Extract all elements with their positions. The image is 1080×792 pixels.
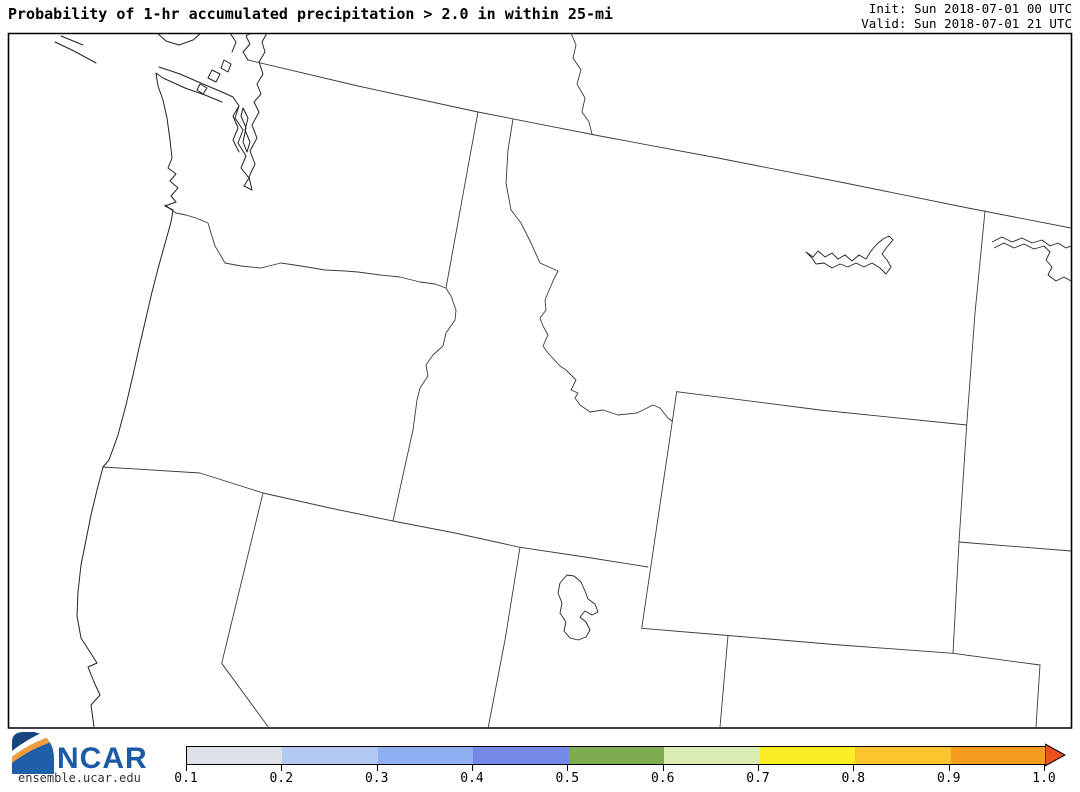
site-url: ensemble.ucar.edu — [18, 771, 141, 785]
colorbar-segment — [187, 747, 283, 764]
ncar-logo-icon — [12, 732, 54, 774]
colorbar-tick — [758, 765, 759, 771]
colorbar-tick — [376, 765, 378, 771]
border-co-east — [1036, 665, 1040, 727]
border-ut-co — [720, 636, 728, 728]
border-or-id — [393, 288, 456, 521]
colorbar-segment — [282, 747, 378, 764]
lake-sakakawea — [992, 237, 1071, 281]
border-wa-or — [165, 205, 446, 288]
colorbar-tick-label: 0.1 — [174, 771, 198, 786]
colorbar-tick-label: 1.0 — [1032, 771, 1056, 786]
colorbar-tick — [281, 765, 283, 771]
colorbar-segment — [759, 747, 856, 764]
run-timestamps: Init: Sun 2018-07-01 00 UTC Valid: Sun 2… — [861, 1, 1072, 31]
colorbar-tick — [567, 765, 569, 771]
border-canada-us — [248, 60, 1071, 228]
border-meridian-104w — [953, 211, 985, 653]
border-sd-ne — [959, 542, 1071, 551]
vancouver-island-coast — [55, 33, 201, 63]
colorbar-ticks: 0.1 0.2 0.3 0.4 0.5 0.6 0.7 0.8 0.9 1.0 — [174, 765, 1056, 789]
colorbar-segment — [377, 747, 474, 764]
ncar-logo-text: NCAR — [57, 742, 148, 775]
colorbar-tick-label: 0.2 — [269, 771, 294, 786]
colorbar-tick — [472, 765, 473, 771]
whidbey-island — [241, 108, 250, 152]
border-ca-nv — [222, 493, 269, 727]
colorbar-tick-label: 0.4 — [460, 771, 484, 786]
border-nv-ut — [488, 547, 520, 727]
colorbar-segment — [568, 747, 665, 764]
valid-time: Valid: Sun 2018-07-01 21 UTC — [861, 15, 1072, 31]
colorbar — [186, 746, 1047, 765]
great-salt-lake — [558, 575, 598, 640]
colorbar-tick-label: 0.6 — [650, 771, 675, 786]
colorbar-tick-label: 0.8 — [841, 771, 866, 786]
puget-sound — [233, 33, 267, 190]
colorbar-tick — [186, 765, 187, 771]
lake-fort-peck — [806, 236, 893, 274]
colorbar-tick-label: 0.3 — [364, 771, 389, 786]
colorbar-segment — [473, 747, 569, 764]
strait-juan-de-fuca-north-shore — [159, 67, 233, 97]
hood-canal — [233, 106, 239, 152]
page-title: Probability of 1-hr accumulated precipit… — [8, 5, 614, 23]
colorbar-tick-label: 0.5 — [555, 771, 580, 786]
colorbar-tick — [853, 765, 855, 771]
colorbar-tick — [1044, 765, 1045, 771]
colorbar-tick — [948, 765, 950, 771]
border-or-nv — [263, 493, 393, 521]
colorbar-tick — [662, 765, 664, 771]
coastline-pacific — [77, 73, 222, 727]
san-juan-islands — [197, 60, 231, 94]
strait-georgia-coast — [230, 33, 251, 60]
colorbar-arrow-head — [1045, 743, 1067, 767]
border-wy-south — [642, 628, 1040, 665]
init-time: Init: Sun 2018-07-01 00 UTC — [868, 1, 1072, 16]
border-bc-alberta — [571, 33, 594, 135]
colorbar-segment — [664, 747, 760, 764]
border-mt-wy — [677, 392, 967, 425]
border-id-mt — [506, 119, 672, 421]
colorbar-segment — [855, 747, 951, 764]
colorbar-tick-label: 0.9 — [936, 771, 961, 786]
border-or-ca — [103, 467, 263, 493]
colorbar-tick-label: 0.7 — [746, 771, 770, 786]
border-wy-west — [642, 392, 677, 629]
map-frame — [9, 34, 1072, 729]
colorbar-segment — [950, 747, 1046, 764]
border-wa-id — [446, 112, 478, 288]
colorbar-arrow — [1045, 743, 1067, 767]
